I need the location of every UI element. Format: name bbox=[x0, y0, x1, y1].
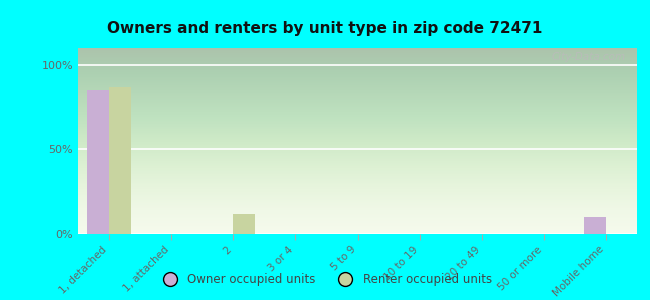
Bar bbox=[233, 214, 255, 234]
Text: Owners and renters by unit type in zip code 72471: Owners and renters by unit type in zip c… bbox=[107, 21, 543, 36]
Bar bbox=[109, 87, 131, 234]
Bar bbox=[87, 90, 109, 234]
Legend: Owner occupied units, Renter occupied units: Owner occupied units, Renter occupied un… bbox=[153, 269, 497, 291]
Text: City-Data.com: City-Data.com bbox=[552, 52, 626, 62]
Bar bbox=[584, 217, 606, 234]
